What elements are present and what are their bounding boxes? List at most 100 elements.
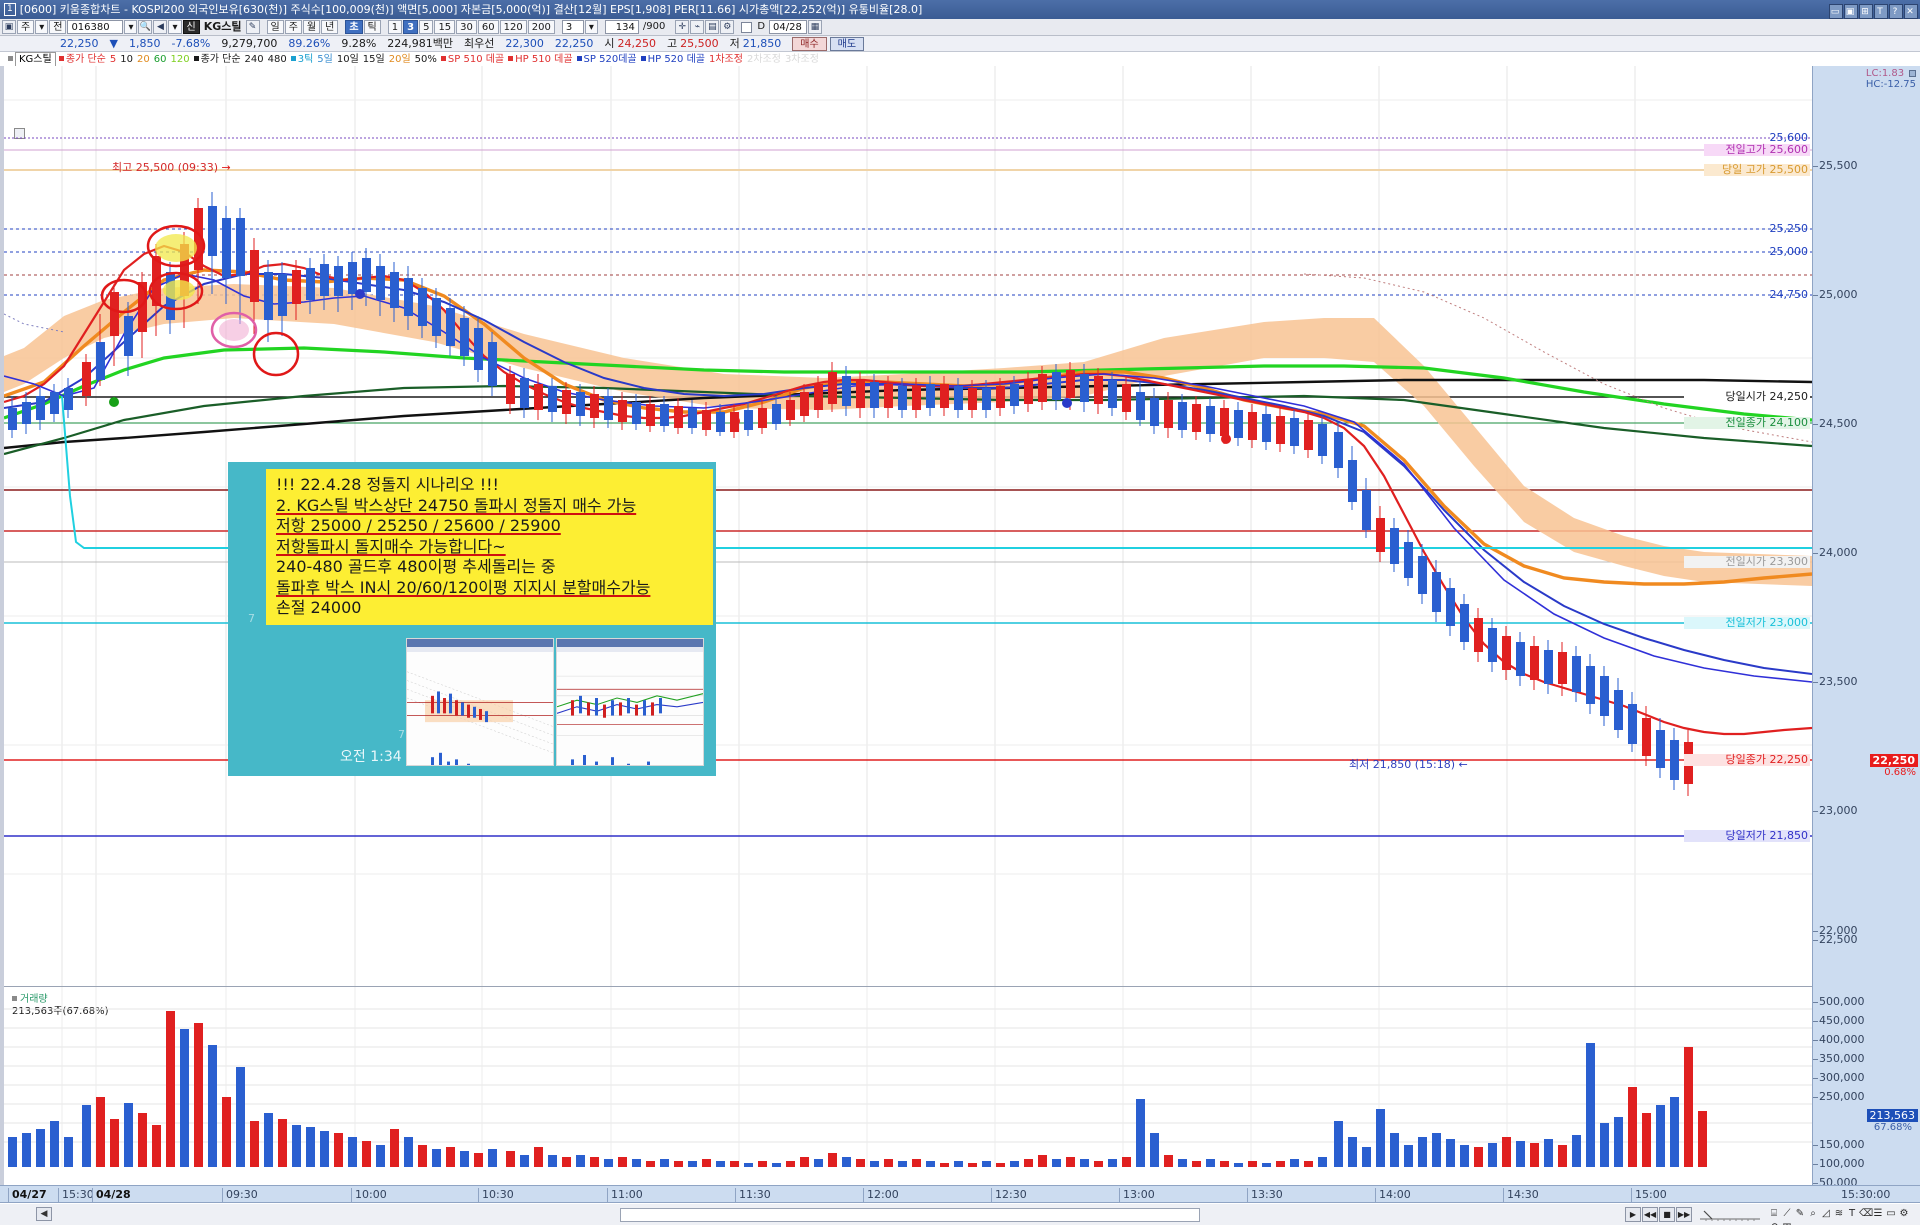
minimize-icon[interactable]: ▭ [1829, 4, 1843, 19]
close-icon[interactable]: ✕ [1904, 4, 1918, 19]
drawing-toolbar[interactable]: ⌸ ⟋✎ ⌕ ◿≋T⌫☰▭⚙ ↶▦ [1768, 1207, 1920, 1225]
undo-icon[interactable]: ↶ [1768, 1221, 1781, 1225]
calendar-icon[interactable]: ▦ [808, 20, 823, 34]
thumbnail-left[interactable] [406, 638, 554, 766]
window-controls[interactable]: ▭ ▣ ⊞ T? ✕ [1828, 1, 1918, 19]
crosshair-icon[interactable]: ✛ [675, 20, 690, 34]
scroll-left-button[interactable]: ◀ [36, 1207, 52, 1221]
help-icon[interactable]: ? [1889, 4, 1903, 19]
period-day-button[interactable]: 일 [266, 20, 284, 34]
text-tool-icon[interactable]: T [1874, 4, 1888, 19]
thumbnail-strip[interactable] [406, 638, 704, 766]
volume-legend: 거래량 [12, 990, 48, 1005]
legend-item-9: 3틱 [297, 54, 314, 65]
quote-bar: 22,250 ▼ 1,850 -7.68% 9,279,700 89.26% 9.28% 22… [0, 36, 1920, 52]
minute-1-button[interactable]: 1 [387, 20, 403, 34]
chart-window-icon[interactable]: ▣ [2, 20, 16, 34]
rect-icon[interactable]: ▭ [1886, 1208, 1897, 1219]
minute-5-button[interactable]: 5 [419, 20, 434, 34]
all-filter-button[interactable]: 전 [49, 20, 67, 34]
volume-chart-plot[interactable] [4, 987, 1812, 1167]
sell-button[interactable]: 매도 [829, 37, 865, 51]
d-checkbox[interactable] [741, 21, 753, 33]
chart-toggle-icon[interactable] [14, 128, 25, 139]
time-label-0: 04/27 [8, 1188, 47, 1203]
zoom-icon[interactable]: ⌁ [690, 20, 705, 34]
status-bar[interactable]: ◀ ▶◀◀■▶▶ ⌸ ⟋✎ ⌕ ◿≋T⌫☰▭⚙ ↶▦ [0, 1203, 1920, 1225]
fib-icon[interactable]: ≋ [1834, 1208, 1845, 1219]
legend-item-2: 10 [120, 54, 133, 65]
vol-tick-7: 100,000 [1813, 1157, 1865, 1170]
buy-button[interactable]: 매수 [792, 37, 827, 51]
mode-tick-button[interactable]: 틱 [363, 20, 381, 34]
text-icon[interactable]: T [1848, 1208, 1857, 1219]
period-week-button[interactable]: 주 [284, 20, 302, 34]
speed-slider[interactable] [1698, 1208, 1762, 1222]
ratio-1: 89.26% [288, 37, 331, 50]
price-chart-plot[interactable] [4, 66, 1812, 986]
legend-item-19: 1차조정 [709, 54, 743, 65]
stop-button[interactable]: ■ [1659, 1207, 1675, 1222]
bars-shown-input[interactable]: 134 [604, 20, 639, 34]
custom-interval-input[interactable]: 3 [561, 20, 584, 34]
period-month-button[interactable]: 월 [302, 20, 321, 34]
pin-icon[interactable]: ⊞ [1859, 4, 1873, 19]
note-overlay[interactable]: !!! 22.4.28 정돌지 시나리오 !!! 2. KG스틸 박스상단 24… [228, 462, 716, 776]
magnifier-icon[interactable]: ⌕ [1810, 1208, 1817, 1219]
list-icon[interactable]: ☰ [1873, 1208, 1884, 1219]
note-timestamp: 오전 1:34 [340, 749, 402, 765]
playback-controls[interactable]: ▶ ◀◀ ■ ▶▶ [1625, 1207, 1693, 1225]
speaker-icon[interactable]: ◀ [153, 20, 168, 34]
ruler-icon[interactable]: ◿ [1822, 1208, 1831, 1219]
time-label-15: 15:30:00 [1841, 1188, 1891, 1201]
cursor-icon[interactable]: ⌸ [1771, 1208, 1778, 1219]
pencil-icon[interactable]: ✎ [1795, 1208, 1806, 1219]
period-year-button[interactable]: 년 [321, 20, 339, 34]
hc-value: HC:-12.75 [1865, 79, 1916, 90]
trendline-icon[interactable]: ⟋ [1783, 1208, 1792, 1219]
time-label-9: 12:30 [991, 1188, 1027, 1203]
vol-tick-6: 150,000 [1813, 1138, 1865, 1151]
minute-15-button[interactable]: 15 [434, 20, 456, 34]
forward-button[interactable]: ▶▶ [1676, 1207, 1692, 1222]
price-scale[interactable]: LC:1.83 HC:-12.75 25,500 25,000 24,500 2… [1812, 66, 1920, 1189]
mode-second-button[interactable]: 초 [345, 20, 363, 34]
scale-settings-icon[interactable] [1909, 70, 1916, 77]
scale-tick-5: 23,000 [1813, 804, 1858, 817]
bid-price: 22,250 [554, 37, 594, 50]
chart-toolbar[interactable]: ▣ 주 ▾ 전 016380 ▾ 🔍 ◀ ▾ 신 KG스틸 ✎ 일 주 월 년 초 틱 1 3 5 15 30 60 120 20… [0, 19, 1920, 36]
minute-30-button[interactable]: 30 [456, 20, 477, 34]
volume-pane[interactable]: 거래량 213,563주(67.68%) [4, 986, 1920, 1167]
price-line-label-1: 전일고가 25,600 [1704, 144, 1810, 156]
current-price-tag: 22,250 [1869, 754, 1918, 767]
rewind-button[interactable]: ◀◀ [1642, 1207, 1658, 1222]
speaker-dropdown-icon[interactable]: ▾ [168, 20, 182, 34]
eraser-icon[interactable]: ⌫ [1859, 1208, 1875, 1219]
pen-icon[interactable]: ✎ [245, 20, 260, 34]
market-type-dropdown-icon[interactable]: ▾ [35, 20, 49, 34]
gear-icon[interactable]: ⚙ [720, 20, 735, 34]
maximize-icon[interactable]: ▣ [1844, 4, 1858, 19]
minute-3-button[interactable]: 3 [403, 20, 419, 34]
date-input[interactable]: 04/28 [769, 20, 808, 34]
thumbnail-right[interactable] [556, 638, 704, 766]
play-button[interactable]: ▶ [1625, 1207, 1641, 1222]
market-type-select[interactable]: 주 [17, 20, 35, 34]
grid-icon[interactable]: ▦ [1781, 1221, 1794, 1225]
minute-120-button[interactable]: 120 [499, 20, 527, 34]
horizontal-scrollbar[interactable] [620, 1208, 1200, 1222]
stock-code-input[interactable]: 016380 [67, 20, 124, 34]
settings-icon[interactable]: ⚙ [1899, 1208, 1910, 1219]
note-line-4: 240-480 골드후 480이평 추세돌리는 중 [276, 557, 556, 576]
lc-value: LC:1.83 [1865, 68, 1905, 79]
minute-60-button[interactable]: 60 [477, 20, 499, 34]
minute-200-button[interactable]: 200 [527, 20, 555, 34]
search-icon[interactable]: 🔍 [138, 20, 153, 34]
save-icon[interactable]: ▤ [705, 20, 720, 34]
price-change: 1,850 [128, 37, 161, 50]
custom-interval-dropdown-icon[interactable]: ▾ [584, 20, 598, 34]
bars-total-label: /900 [642, 21, 666, 32]
code-dropdown-icon[interactable]: ▾ [124, 20, 138, 34]
chart-area[interactable]: 25,600 전일고가 25,600 당일 고가 25,500 25,250 2… [0, 66, 1920, 1189]
time-axis: 04/27 15:30 04/28 09:30 10:00 10:30 11:0… [0, 1185, 1920, 1203]
